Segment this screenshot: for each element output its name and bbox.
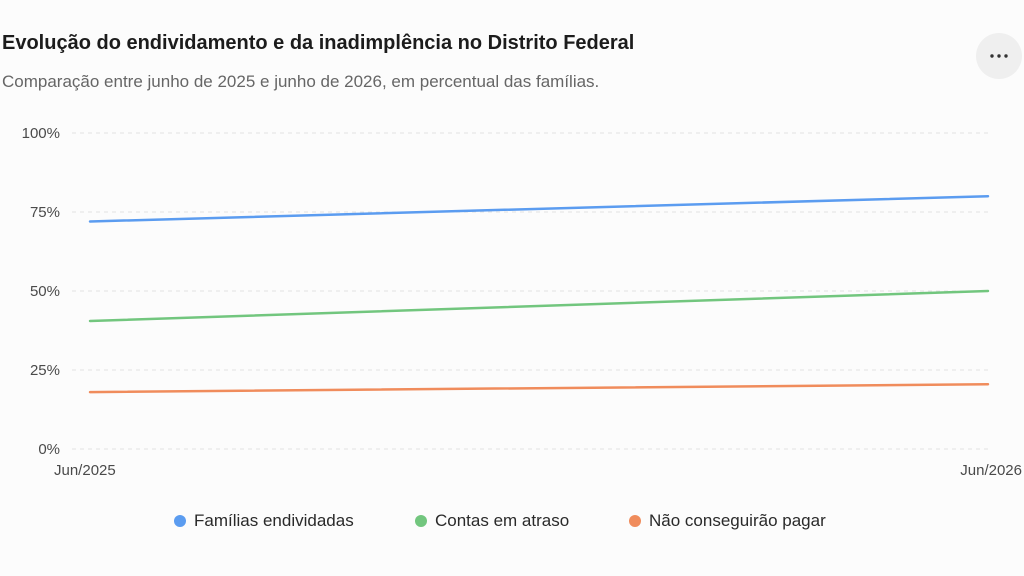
chart-title: Evolução do endividamento e da inadimplê… xyxy=(2,32,635,54)
line-chart: 0% 25% 50% 75% 100% Jun/2025 Jun/2026 xyxy=(22,125,1022,479)
legend-label: Famílias endividadas xyxy=(194,511,354,530)
series-line-3[interactable] xyxy=(88,382,990,394)
legend-label: Não conseguirão pagar xyxy=(649,511,826,530)
series-line-2[interactable] xyxy=(88,289,990,323)
legend-item-1[interactable]: Famílias endividadas xyxy=(174,511,354,531)
series-line-1[interactable] xyxy=(88,194,990,223)
more-horizontal-icon xyxy=(990,54,1008,58)
x-tick-label: Jun/2025 xyxy=(54,462,116,479)
y-tick-label: 75% xyxy=(30,204,60,221)
y-tick-label: 100% xyxy=(22,125,60,142)
more-options-button[interactable] xyxy=(976,33,1022,79)
legend-swatch xyxy=(174,515,186,527)
legend-swatch xyxy=(415,515,427,527)
y-tick-label: 0% xyxy=(38,441,60,458)
y-tick-label: 25% xyxy=(30,362,60,379)
legend-item-3[interactable]: Não conseguirão pagar xyxy=(629,511,826,531)
x-tick-label: Jun/2026 xyxy=(960,462,1022,479)
y-tick-label: 50% xyxy=(30,283,60,300)
chart-subtitle: Comparação entre junho de 2025 e junho d… xyxy=(2,72,600,91)
legend-item-2[interactable]: Contas em atraso xyxy=(415,511,569,531)
legend-label: Contas em atraso xyxy=(435,511,570,530)
legend-swatch xyxy=(629,515,641,527)
chart-legend: Famílias endividadas Contas em atraso Não … xyxy=(0,511,1024,535)
